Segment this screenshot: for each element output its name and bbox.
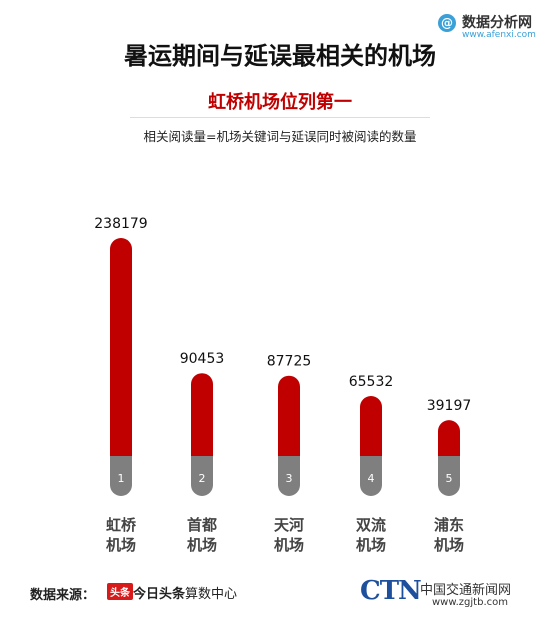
chart-note: 相关阅读量=机场关键词与延误同时被阅读的数量 (143, 129, 417, 144)
chart-subtitle: 虹桥机场位列第一 (208, 92, 352, 113)
bar (110, 238, 132, 456)
data-label: 65532 (349, 374, 394, 390)
bar (438, 420, 460, 456)
divider (130, 117, 430, 118)
bar-base (360, 456, 382, 496)
bar (191, 373, 213, 456)
ctn-logo: CTN (360, 576, 422, 606)
brand-name: 数据分析网 (462, 15, 532, 31)
bar-rank: 4 (368, 472, 375, 485)
bar (278, 375, 300, 456)
ctn-url: www.zgjtb.com (432, 597, 508, 608)
bar-rank: 3 (286, 472, 293, 485)
data-label: 39197 (427, 398, 472, 414)
source-label: 数据来源： (30, 588, 96, 603)
afenxi-logo: @ 数据分析网 www.afenxi.com (432, 6, 552, 46)
bar-rank: 5 (446, 472, 453, 485)
bar-rank: 1 (118, 472, 125, 485)
bar (360, 396, 382, 456)
at-icon: @ (438, 14, 456, 32)
toutiao-logo: 头条 (107, 583, 133, 600)
bar-base (191, 456, 213, 496)
category-label: 虹桥机场 (106, 516, 137, 554)
bar-base (278, 456, 300, 496)
source-name: 今日头条算数中心 (133, 587, 238, 602)
bar-rank: 2 (199, 472, 206, 485)
category-label: 天河机场 (274, 516, 304, 554)
category-label: 浦东机场 (434, 516, 464, 554)
data-label: 90453 (180, 351, 225, 367)
brand-domain: www.afenxi.com (462, 30, 536, 40)
ctn-name: 中国交通新闻网 (420, 583, 512, 598)
bar-base (438, 456, 460, 496)
data-label: 87725 (267, 354, 312, 370)
chart-title: 暑运期间与延误最相关的机场 (124, 42, 436, 70)
bar-chart: 1 238179 虹桥机场 2 90453 首都机场 3 87725 天河机场 4 65532 双流机… (94, 216, 472, 554)
bar-base (110, 456, 132, 496)
category-label: 首都机场 (187, 516, 217, 554)
data-label: 238179 (94, 216, 147, 232)
category-label: 双流机场 (356, 516, 386, 554)
